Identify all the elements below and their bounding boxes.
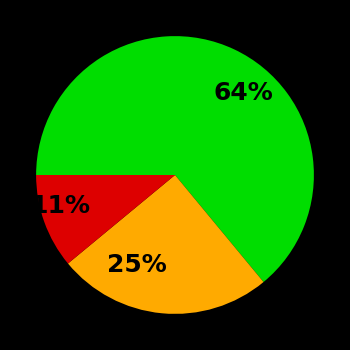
Text: 25%: 25%: [107, 253, 167, 277]
Wedge shape: [36, 36, 314, 282]
Text: 64%: 64%: [214, 81, 273, 105]
Wedge shape: [68, 175, 264, 314]
Text: 11%: 11%: [30, 194, 90, 218]
Wedge shape: [36, 175, 175, 264]
